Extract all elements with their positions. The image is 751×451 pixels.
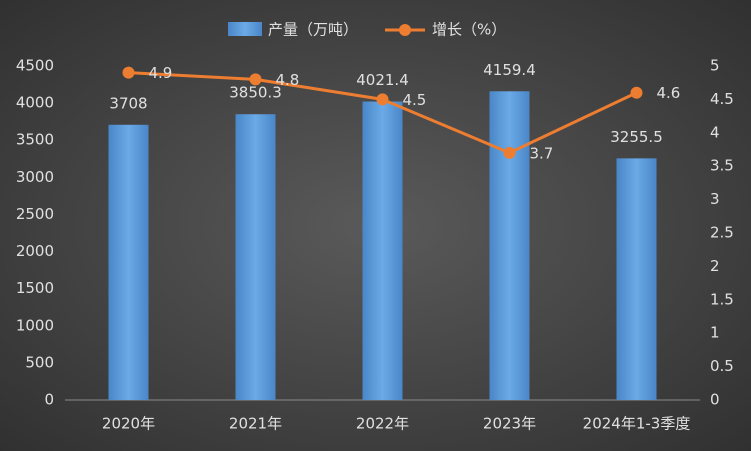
y2-tick-label: 2.5 xyxy=(710,224,734,242)
bar xyxy=(489,91,530,400)
y2-tick-label: 4.5 xyxy=(710,90,734,108)
line-point xyxy=(249,73,262,86)
x-tick-label: 2021年 xyxy=(229,415,282,433)
y2-tick-label: 5 xyxy=(710,57,720,75)
y2-tick-label: 3.5 xyxy=(710,157,734,175)
line-point xyxy=(503,146,516,159)
y2-tick-label: 4 xyxy=(710,123,720,141)
line-value-label: 4.8 xyxy=(276,71,300,89)
line-value-label: 3.7 xyxy=(530,144,554,162)
bar xyxy=(235,114,276,401)
y-tick-label: 4000 xyxy=(16,94,54,112)
bar-value-label: 3255.5 xyxy=(610,128,663,146)
line-value-label: 4.9 xyxy=(149,64,173,82)
x-tick-label: 2022年 xyxy=(356,415,409,433)
y-tick-label: 3000 xyxy=(16,168,54,186)
legend-swatch-dot xyxy=(399,24,411,36)
bar xyxy=(362,101,403,400)
y2-tick-label: 0 xyxy=(710,391,720,409)
y-tick-label: 2500 xyxy=(16,205,54,223)
bar-value-label: 4159.4 xyxy=(483,61,536,79)
line-point xyxy=(376,93,389,106)
y-tick-label: 4500 xyxy=(16,57,54,75)
bar xyxy=(108,124,149,400)
y2-tick-label: 3 xyxy=(710,190,720,208)
y-tick-label: 500 xyxy=(25,353,54,371)
y-tick-label: 0 xyxy=(44,391,54,409)
line-point xyxy=(122,66,135,79)
y-tick-label: 2000 xyxy=(16,242,54,260)
y-tick-label: 1000 xyxy=(16,316,54,334)
line-value-label: 4.5 xyxy=(403,91,427,109)
x-tick-label: 2024年1-3季度 xyxy=(583,415,691,433)
line-value-label: 4.6 xyxy=(657,84,681,102)
x-tick-label: 2020年 xyxy=(102,415,155,433)
bar xyxy=(616,158,657,400)
y2-tick-label: 1.5 xyxy=(710,290,734,308)
legend-label: 产量（万吨） xyxy=(268,21,358,39)
y2-tick-label: 0.5 xyxy=(710,357,734,375)
bar-value-label: 3850.3 xyxy=(229,84,282,102)
y2-tick-label: 2 xyxy=(710,257,720,275)
line-point xyxy=(630,86,643,99)
bar-value-label: 3708 xyxy=(109,94,147,112)
legend-label: 增长（%） xyxy=(432,21,506,39)
y-tick-label: 1500 xyxy=(16,279,54,297)
y-tick-label: 3500 xyxy=(16,131,54,149)
bar-value-label: 4021.4 xyxy=(356,71,409,89)
legend-swatch xyxy=(228,22,262,36)
x-tick-label: 2023年 xyxy=(483,415,536,433)
y2-tick-label: 1 xyxy=(710,324,720,342)
